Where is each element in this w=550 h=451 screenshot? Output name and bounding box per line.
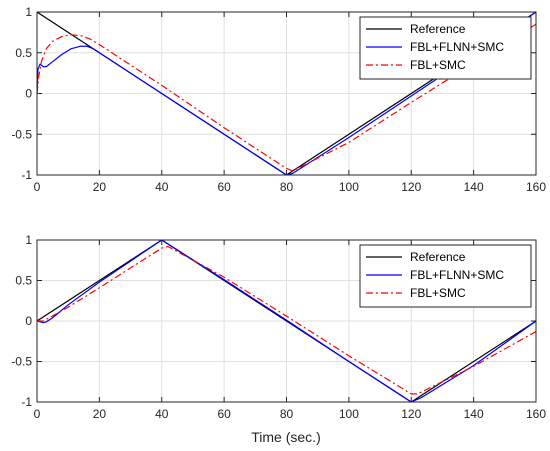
- y-tick-label: 0.5: [15, 46, 32, 60]
- legend-entry-label: FBL+FLNN+SMC: [410, 40, 504, 54]
- legend-entry-label: Reference: [410, 250, 466, 264]
- x-tick-label: 160: [526, 407, 546, 421]
- x-tick-label: 140: [464, 407, 484, 421]
- series-line-fbl-flnn-smc: [37, 12, 536, 175]
- axes-box: [36, 11, 537, 176]
- legend-entry-label: Reference: [410, 22, 466, 36]
- x-tick-label: 60: [217, 180, 231, 194]
- legend: Reference FBL+FLNN+SMC FBL+SMC: [359, 16, 532, 80]
- y-tick-label: 1: [25, 233, 32, 247]
- x-tick-label: 40: [155, 407, 169, 421]
- series-line-fbl-smc: [37, 245, 536, 395]
- y-tick-label: -0.5: [11, 127, 32, 141]
- series-line-fbl-smc: [37, 23, 536, 172]
- x-tick-label: 60: [217, 407, 231, 421]
- x-tick-label: 160: [526, 180, 546, 194]
- x-tick-label: 100: [339, 180, 359, 194]
- legend-box: [359, 244, 532, 308]
- legend-entry-label: FBL+SMC: [410, 58, 466, 72]
- axes-box: [36, 239, 537, 403]
- x-tick-label: 20: [93, 407, 107, 421]
- x-tick-label: 120: [401, 407, 421, 421]
- x-tick-label: 20: [93, 180, 107, 194]
- legend-entry-label: FBL+FLNN+SMC: [410, 268, 504, 282]
- y-tick-label: 0: [25, 314, 32, 328]
- x-tick-label: 100: [339, 407, 359, 421]
- y-tick-label: -1: [21, 168, 32, 182]
- series-line-reference: [37, 240, 536, 402]
- y-tick-label: 0.5: [15, 274, 32, 288]
- y-tick-label: -0.5: [11, 355, 32, 369]
- x-axis-label: Time (sec.): [251, 429, 320, 445]
- series-line-fbl-flnn-smc: [37, 240, 536, 402]
- chart-panel-1: 0 20 40 60 80 100 120 140 160 -1 -0.5 0 0.5 1 Referenc…: [11, 5, 546, 194]
- x-tick-label: 80: [280, 407, 294, 421]
- legend-entry-label: FBL+SMC: [410, 286, 466, 300]
- x-tick-label: 120: [401, 180, 421, 194]
- x-tick-label: 0: [34, 180, 41, 194]
- y-tick-label: 0: [25, 87, 32, 101]
- y-tick-label: 1: [25, 5, 32, 19]
- legend-box: [359, 16, 532, 80]
- legend: Reference FBL+FLNN+SMC FBL+SMC: [359, 244, 532, 308]
- chart-panel-2: 0 20 40 60 80 100 120 140 160 -1 -0.5 0 0.5 1 Referenc…: [11, 233, 546, 421]
- x-tick-label: 0: [34, 407, 41, 421]
- x-tick-label: 140: [464, 180, 484, 194]
- x-tick-label: 80: [280, 180, 294, 194]
- x-tick-label: 40: [155, 180, 169, 194]
- y-tick-label: -1: [21, 395, 32, 409]
